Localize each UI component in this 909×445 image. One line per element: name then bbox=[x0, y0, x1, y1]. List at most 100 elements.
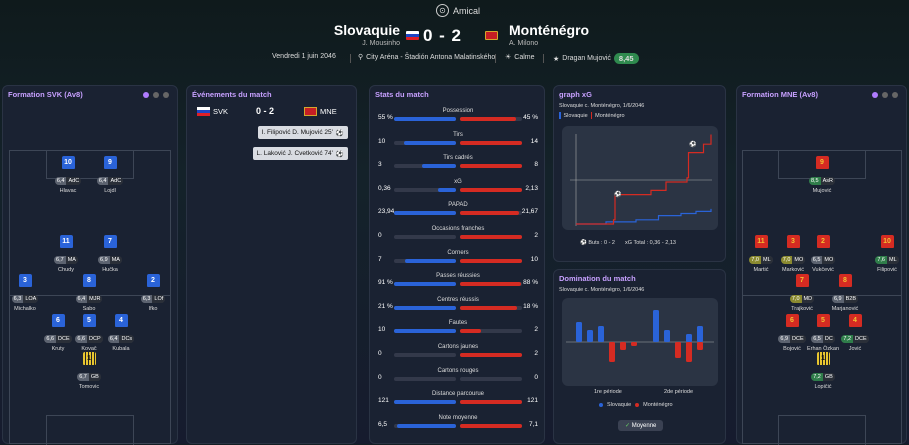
shirt-icon: 5 bbox=[82, 314, 96, 327]
player-card[interactable]: 2 6,3 LOf Ifko bbox=[133, 274, 173, 312]
away-bar bbox=[460, 187, 522, 192]
pitch bbox=[742, 150, 902, 445]
pitch-box bbox=[46, 415, 134, 445]
domination-bar-home bbox=[587, 330, 593, 342]
home-bar bbox=[394, 282, 456, 287]
away-bar bbox=[460, 423, 522, 428]
panel-pager[interactable] bbox=[143, 92, 169, 98]
player-card[interactable]: 10 7,6 ML Filipović bbox=[867, 235, 907, 273]
shirt-icon: 7 bbox=[103, 235, 117, 248]
goal-event[interactable]: L. Laković J. Cvetković 74' ⚽ bbox=[252, 147, 348, 160]
referee[interactable]: ★ Dragan Mujović 8,45 bbox=[553, 53, 639, 64]
stat-row: xG 0,36 2,13 bbox=[378, 178, 538, 192]
shirt-icon: 5 bbox=[816, 314, 830, 327]
shirt-icon: 8 bbox=[82, 274, 96, 287]
player-card[interactable]: 9 6,4 AdC Lojdl bbox=[90, 156, 130, 194]
shirt-icon: 9 bbox=[103, 156, 117, 169]
pitch-box bbox=[778, 415, 866, 445]
player-card[interactable]: 1 7,2 GB Lopičić bbox=[803, 352, 843, 390]
events-panel: Événements du match SVK 0 - 2 MNE I. Fil… bbox=[186, 85, 357, 444]
rating-badge: 6,3 LOA bbox=[11, 295, 39, 303]
panel-title: Événements du match bbox=[192, 90, 272, 99]
player-card[interactable]: 4 6,4 DCs Kubala bbox=[101, 314, 141, 352]
domination-bar-away bbox=[609, 342, 615, 362]
shirt-icon: 9 bbox=[815, 156, 829, 169]
xg-panel: graph xG Slovaquie c. Monténégro, 1/6/20… bbox=[553, 85, 726, 262]
player-card[interactable]: 7 6,9 MA Hučka bbox=[90, 235, 130, 273]
page-dot[interactable] bbox=[882, 92, 888, 98]
rating-badge: 6,7 GB bbox=[77, 373, 101, 381]
domination-bar-home bbox=[598, 326, 604, 342]
player-card[interactable]: 2 6,5 MO Vukčević bbox=[803, 235, 843, 273]
page-dot[interactable] bbox=[153, 92, 159, 98]
player-card[interactable]: 8 6,4 MJR Sabo bbox=[69, 274, 109, 312]
away-bar bbox=[460, 329, 481, 334]
mne-formation-panel: Formation MNE (Av8) 9 8,5 AsR Mujović 11 7,0 M… bbox=[736, 85, 907, 445]
xg-total: xG Total : 0,36 - 2,13 bbox=[625, 240, 676, 246]
stat-row: Passes réussies 91 % 88 % bbox=[378, 273, 538, 287]
player-card[interactable]: 5 6,6 DCP Kovač bbox=[69, 314, 109, 352]
panel-title: Formation MNE (Av8) bbox=[742, 90, 818, 99]
player-card[interactable]: 6 6,6 DCE Kruty bbox=[38, 314, 78, 352]
panel-title: Formation SVK (Av8) bbox=[8, 90, 83, 99]
xg-legend: Slovaquie Monténégro bbox=[559, 112, 625, 119]
player-card[interactable]: 3 7,0 MO Marković bbox=[773, 235, 813, 273]
player-card[interactable]: 11 7,0 ML Martić bbox=[741, 235, 781, 273]
domination-bar-home bbox=[653, 310, 659, 342]
stat-row: Tirs 10 14 bbox=[378, 131, 538, 145]
rating-badge: 6,3 LOf bbox=[140, 295, 166, 303]
domination-bar-away bbox=[631, 342, 637, 346]
rating-badge: 7,0 ML bbox=[749, 256, 773, 264]
home-bar bbox=[394, 400, 456, 405]
away-bar bbox=[460, 164, 522, 169]
page-dot[interactable] bbox=[872, 92, 878, 98]
rating-badge: 6,6 DCP bbox=[75, 335, 103, 343]
rating-badge: 6,4 MJR bbox=[75, 295, 103, 303]
player-card[interactable]: 5 6,5 DC Erhan Özkan bbox=[803, 314, 843, 352]
shirt-icon: 1 bbox=[82, 352, 96, 365]
away-team[interactable]: Monténégro A. Milono bbox=[509, 22, 590, 47]
stat-row: Corners 7 10 bbox=[378, 249, 538, 263]
domination-bar-home bbox=[576, 322, 582, 342]
player-card[interactable]: 11 6,7 MA Chudy bbox=[46, 235, 86, 273]
referee-rating: 8,45 bbox=[613, 53, 639, 64]
match-date: Vendredi 1 juin 2046 bbox=[272, 53, 336, 60]
goal-event[interactable]: I. Filipović D. Mujović 25' ⚽ bbox=[257, 126, 348, 139]
home-bar bbox=[394, 305, 456, 310]
player-card[interactable]: 1 6,7 GB Tomovic bbox=[69, 352, 109, 390]
stat-row: Centres réussis 21 % 18 % bbox=[378, 296, 538, 310]
away-bar bbox=[460, 117, 516, 121]
page-dot[interactable] bbox=[163, 92, 169, 98]
rating-badge: 7,2 DCE bbox=[841, 335, 869, 343]
average-button[interactable]: ✓ Moyenne bbox=[618, 420, 664, 431]
player-card[interactable]: 10 6,4 AdC Hlavac bbox=[48, 156, 88, 194]
shirt-icon: 1 bbox=[816, 352, 830, 365]
svk-flag-icon bbox=[406, 31, 419, 40]
player-card[interactable]: 7 7,0 MD Trajković bbox=[782, 274, 822, 312]
page-dot[interactable] bbox=[143, 92, 149, 98]
shirt-icon: 6 bbox=[785, 314, 799, 327]
away-bar bbox=[460, 258, 522, 263]
rating-badge: 6,5 MO bbox=[810, 256, 836, 264]
ball-icon: ⚽ bbox=[335, 129, 344, 137]
shirt-icon: 6 bbox=[51, 314, 65, 327]
page-dot[interactable] bbox=[892, 92, 898, 98]
shirt-icon: 11 bbox=[59, 235, 73, 248]
player-card[interactable]: 6 6,9 DCE Bojović bbox=[772, 314, 812, 352]
player-card[interactable]: 9 8,5 AsR Mujović bbox=[802, 156, 842, 194]
player-card[interactable]: 3 6,3 LOA Michalko bbox=[5, 274, 45, 312]
stat-row: PAPAD 23,94 21,67 bbox=[378, 202, 538, 216]
domination-bar-home bbox=[697, 326, 703, 342]
shirt-icon: 4 bbox=[114, 314, 128, 327]
player-card[interactable]: 8 6,9 B2B Marjanović bbox=[825, 274, 865, 312]
panel-pager[interactable] bbox=[872, 92, 898, 98]
player-card[interactable]: 4 7,2 DCE Jović bbox=[835, 314, 875, 352]
home-bar bbox=[394, 329, 456, 334]
rating-badge: 6,4 AdC bbox=[96, 177, 124, 185]
location-icon: ⚲ bbox=[358, 54, 364, 61]
rating-badge: 6,9 B2B bbox=[831, 295, 859, 303]
home-team[interactable]: Slovaquie J. Mousinho bbox=[333, 22, 400, 47]
rating-badge: 7,6 ML bbox=[875, 256, 899, 264]
stadium[interactable]: ⚲ City Aréna - Štadión Antona Malatinskéh… bbox=[358, 53, 496, 62]
home-bar bbox=[394, 117, 456, 121]
